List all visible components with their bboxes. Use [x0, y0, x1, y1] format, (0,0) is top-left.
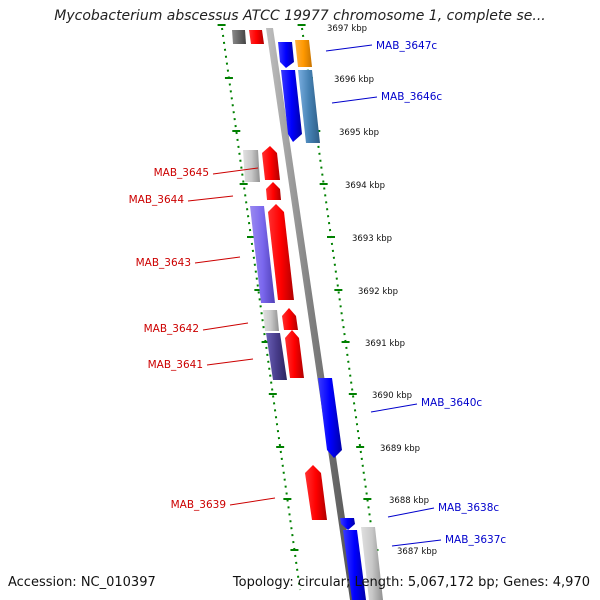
tick-label: 3688 kbp — [389, 496, 429, 506]
gene-label-mab-3646c[interactable]: MAB_3646c — [381, 91, 442, 103]
gene-feature-mab-3642 — [282, 308, 298, 330]
tick-label: 3689 kbp — [380, 444, 420, 454]
gene-label-mab-3642[interactable]: MAB_3642 — [144, 323, 199, 335]
map-title: Mycobacterium abscessus ATCC 19977 chrom… — [54, 8, 546, 24]
tick-label: 3692 kbp — [358, 287, 398, 297]
gene-feature-mab-3639 — [305, 465, 327, 520]
gene-label-mab-3639[interactable]: MAB_3639 — [171, 499, 226, 511]
accession-text: Accession: NC_010397 — [8, 575, 156, 590]
genome-summary-text: Topology: circular; Length: 5,067,172 bp… — [232, 575, 590, 590]
tick-label: 3695 kbp — [339, 128, 379, 138]
gene-feature-gray-3 — [361, 527, 383, 600]
gene-label-mab-3645[interactable]: MAB_3645 — [154, 167, 209, 179]
tick-label: 3694 kbp — [345, 181, 385, 191]
tick-label: 3693 kbp — [352, 234, 392, 244]
gene-feature-red-top — [249, 30, 264, 44]
gene-feature-mab-3640c — [318, 378, 342, 458]
tick-label: 3697 kbp — [327, 24, 367, 34]
gene-feature-mab-3641 — [285, 330, 304, 378]
gene-feature-purple — [250, 206, 275, 303]
tick-label: 3696 kbp — [334, 75, 374, 85]
gene-label-mab-3638c[interactable]: MAB_3638c — [438, 502, 499, 514]
gene-feature-mab-3637c — [343, 530, 366, 600]
gene-label-mab-3640c[interactable]: MAB_3640c — [421, 397, 482, 409]
gene-label-mab-3643[interactable]: MAB_3643 — [136, 257, 191, 269]
tick-labels: 3697 kbp 3696 kbp 3695 kbp 3694 kbp 3693… — [327, 24, 437, 557]
gene-label-mab-3641[interactable]: MAB_3641 — [148, 359, 203, 371]
tick-label: 3690 kbp — [372, 391, 412, 401]
gene-feature-mab-3646c-steel — [298, 70, 320, 143]
gene-feature-orange — [295, 40, 312, 67]
gene-feature-gray-2 — [263, 310, 279, 331]
gene-feature-mab-3644 — [266, 182, 281, 200]
tick-label: 3691 kbp — [365, 339, 405, 349]
gene-feature-mab-3643 — [268, 204, 294, 300]
gene-feature-mab-3646c-blue — [281, 70, 302, 142]
gene-labels: MAB_3647c MAB_3646c MAB_3645 MAB_3644 MA… — [129, 40, 507, 546]
gene-feature-mab-3647c — [278, 42, 294, 68]
tick-label: 3687 kbp — [397, 547, 437, 557]
leader-lines — [187, 44, 442, 547]
gene-feature-mab-3638c-cap — [340, 518, 355, 530]
gene-feature-mab-3645 — [262, 146, 280, 180]
gene-feature-dark-gray — [232, 30, 246, 44]
gene-feature-navy — [266, 333, 287, 380]
gene-label-mab-3647c[interactable]: MAB_3647c — [376, 40, 437, 52]
gene-label-mab-3644[interactable]: MAB_3644 — [129, 194, 185, 206]
gene-label-mab-3637c[interactable]: MAB_3637c — [445, 534, 506, 546]
gene-feature-gray — [243, 150, 260, 182]
